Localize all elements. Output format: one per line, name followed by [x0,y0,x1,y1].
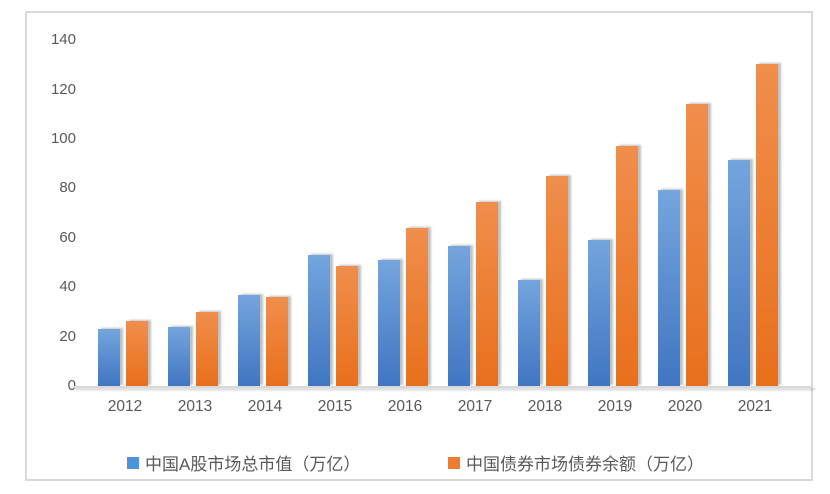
bar-2020-series0 [658,189,680,386]
x-axis-category-label: 2018 [527,398,563,415]
plot-area: 0 20 40 60 80 100 120 140 2012 2013 2014 2015 2016 20… [27,13,813,479]
x-axis-category-label: 2013 [177,398,213,415]
bar-2019-series0 [588,240,610,386]
bar-2021-series0 [728,159,750,386]
y-axis-tick-label: 40 [59,278,76,296]
y-axis-tick-label: 140 [50,31,76,49]
bar-2018-series0 [518,279,540,386]
y-axis-tick-label: 20 [59,327,76,345]
bar-2017-series0 [448,246,470,386]
chart-frame: 0 20 40 60 80 100 120 140 2012 2013 2014 2015 2016 20… [25,11,813,481]
legend-label: 中国债券市场债券余额（万亿） [466,455,704,474]
y-axis-tick-label: 120 [50,80,76,98]
bar-2015-series0 [308,255,330,386]
bar-2020-series1 [686,104,708,386]
legend-label: 中国A股市场总市值（万亿） [145,455,361,474]
bar-2018-series1 [546,176,568,386]
legend-entry-series0: 中国A股市场总市值（万亿） [127,450,360,475]
bar-2016-series0 [378,260,400,386]
legend-swatch-icon [127,456,139,469]
x-axis-line [73,386,813,388]
y-axis-tick-label: 0 [67,377,76,394]
bar-2012-series1 [126,320,148,386]
bar-2013-series1 [196,311,218,386]
legend-swatch-icon [448,456,460,469]
bar-2016-series1 [406,227,428,386]
x-axis-category-label: 2020 [667,398,703,415]
bar-2019-series1 [616,146,638,386]
bar-2021-series1 [756,63,778,386]
x-axis-category-label: 2015 [317,398,353,415]
x-axis-category-label: 2012 [107,398,143,415]
x-axis-category-label: 2019 [597,398,633,415]
bar-2017-series1 [476,201,498,386]
legend-entry-series1: 中国债券市场债券余额（万亿） [448,450,704,475]
y-axis-tick-label: 60 [59,228,76,246]
x-axis-category-label: 2017 [457,398,493,415]
bar-2014-series1 [266,297,288,386]
bar-2015-series1 [336,266,358,386]
bar-2014-series0 [238,294,260,386]
y-axis-tick-label: 80 [59,179,76,197]
bar-2013-series0 [168,326,190,386]
bar-2012-series0 [98,329,120,386]
x-axis-category-label: 2016 [387,398,423,415]
y-axis-tick-label: 100 [50,130,76,147]
x-axis-category-label: 2014 [247,398,283,415]
x-axis-category-label: 2021 [737,398,773,415]
